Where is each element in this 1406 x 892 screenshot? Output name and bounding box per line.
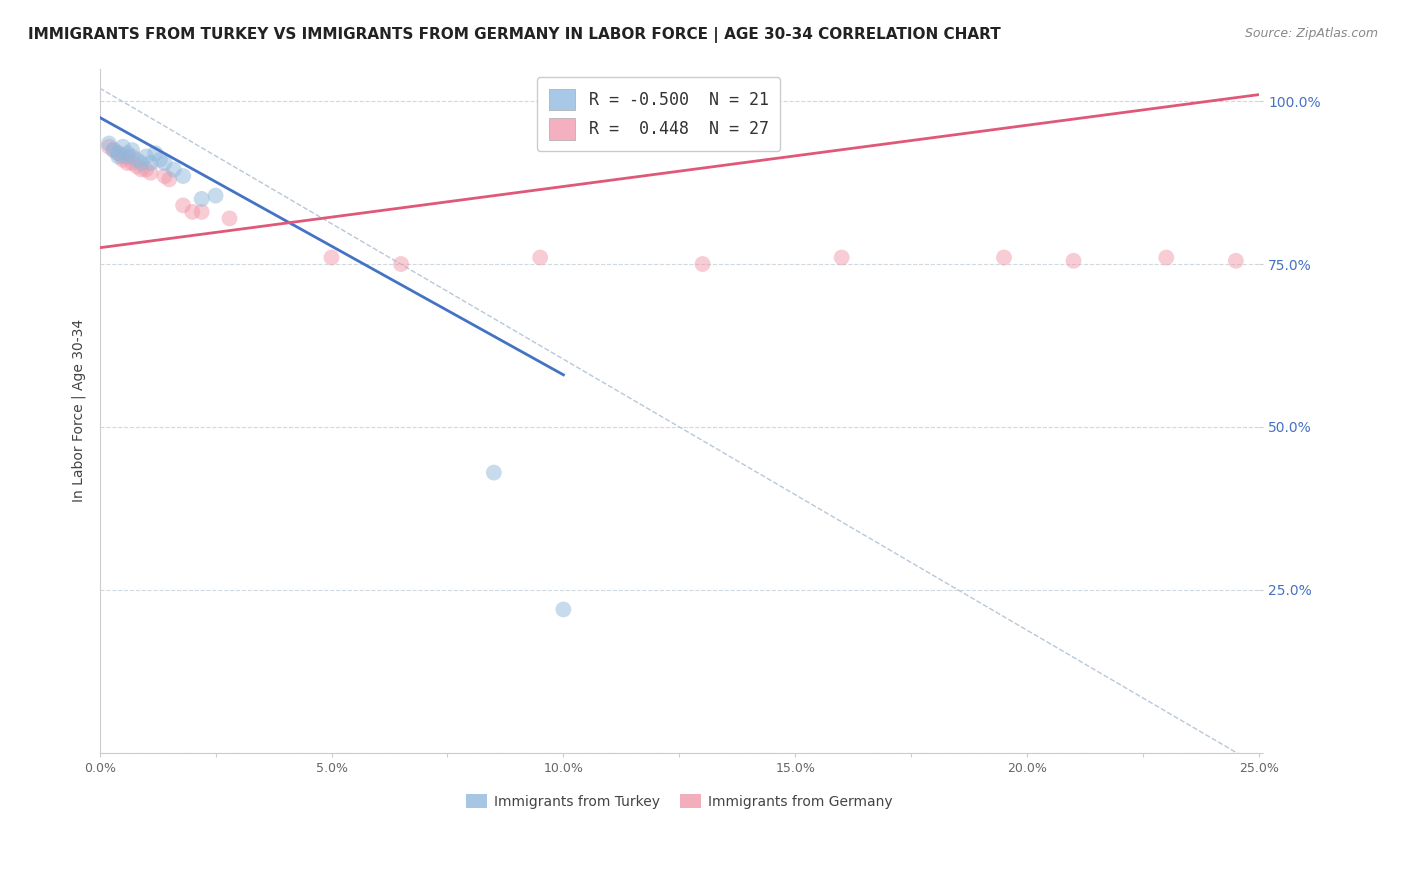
- Point: [111, 153, 134, 167]
- Point: [97, 139, 120, 153]
- Point: [131, 162, 153, 177]
- Point: [149, 153, 172, 167]
- Point: [157, 172, 180, 186]
- Point: [121, 156, 143, 170]
- Legend: Immigrants from Turkey, Immigrants from Germany: Immigrants from Turkey, Immigrants from …: [460, 789, 898, 814]
- Point: [121, 143, 143, 157]
- Text: IMMIGRANTS FROM TURKEY VS IMMIGRANTS FROM GERMANY IN LABOR FORCE | AGE 30-34 COR: IMMIGRANTS FROM TURKEY VS IMMIGRANTS FRO…: [28, 27, 1001, 43]
- Point: [181, 205, 204, 219]
- Point: [117, 149, 139, 163]
- Point: [163, 162, 186, 177]
- Point: [121, 149, 143, 163]
- Point: [139, 156, 162, 170]
- Point: [97, 136, 120, 151]
- Point: [143, 146, 166, 161]
- Point: [993, 251, 1015, 265]
- Point: [111, 149, 134, 163]
- Point: [117, 156, 139, 170]
- Point: [153, 169, 176, 183]
- Point: [107, 146, 129, 161]
- Text: Source: ZipAtlas.com: Source: ZipAtlas.com: [1244, 27, 1378, 40]
- Point: [111, 139, 134, 153]
- Point: [107, 149, 129, 163]
- Point: [482, 466, 505, 480]
- Point: [190, 205, 212, 219]
- Point: [103, 143, 125, 157]
- Point: [103, 143, 125, 157]
- Point: [135, 149, 157, 163]
- Point: [831, 251, 853, 265]
- Point: [389, 257, 412, 271]
- Point: [553, 602, 575, 616]
- Point: [107, 146, 129, 161]
- Point: [190, 192, 212, 206]
- Point: [1225, 253, 1247, 268]
- Point: [135, 162, 157, 177]
- Point: [172, 198, 194, 212]
- Point: [1063, 253, 1085, 268]
- Point: [117, 146, 139, 161]
- Point: [125, 153, 148, 167]
- Point: [321, 251, 343, 265]
- Point: [153, 156, 176, 170]
- Point: [172, 169, 194, 183]
- Point: [692, 257, 714, 271]
- Point: [125, 159, 148, 173]
- Point: [131, 156, 153, 170]
- Point: [204, 188, 226, 202]
- Point: [218, 211, 240, 226]
- Point: [529, 251, 551, 265]
- Point: [1156, 251, 1178, 265]
- Point: [139, 166, 162, 180]
- Y-axis label: In Labor Force | Age 30-34: In Labor Force | Age 30-34: [72, 319, 86, 502]
